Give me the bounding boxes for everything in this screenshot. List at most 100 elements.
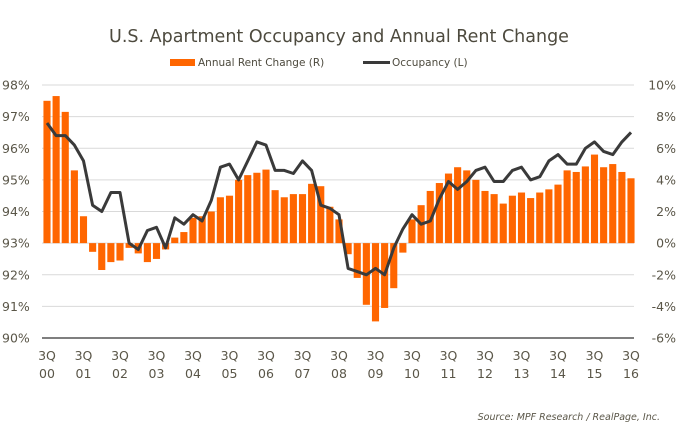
left-axis-ticks: 90% 91% 92% 93% 94% 95% 96% 97% 98% bbox=[2, 78, 30, 346]
left-tick-label: 94% bbox=[2, 204, 30, 219]
rent-change-bar bbox=[152, 243, 161, 259]
rent-change-bar bbox=[308, 183, 316, 244]
x-tick-label-year: 14 bbox=[550, 366, 566, 381]
rent-change-bar bbox=[289, 194, 297, 244]
rent-change-bar bbox=[317, 186, 325, 244]
x-tick-label-year: 05 bbox=[222, 366, 238, 381]
legend-label-occupancy: Occupancy (L) bbox=[392, 57, 468, 69]
x-tick-label-year: 15 bbox=[587, 366, 603, 381]
chart-title: U.S. Apartment Occupancy and Annual Rent… bbox=[109, 27, 569, 47]
rent-change-bar bbox=[581, 166, 589, 244]
gridlines bbox=[42, 84, 634, 339]
rent-change-bar bbox=[435, 183, 443, 244]
rent-change-bars bbox=[43, 96, 635, 322]
x-tick-label-year: 04 bbox=[185, 366, 201, 381]
x-tick-label-quarter: 3Q bbox=[257, 348, 275, 363]
x-tick-label-quarter: 3Q bbox=[513, 348, 531, 363]
x-tick-label-year: 09 bbox=[368, 366, 384, 381]
x-tick-label-quarter: 3Q bbox=[111, 348, 129, 363]
right-tick-label: -6% bbox=[652, 331, 676, 346]
rent-change-bar bbox=[344, 243, 352, 255]
rent-change-bar bbox=[335, 219, 343, 244]
left-tick-label: 92% bbox=[2, 267, 30, 282]
rent-change-bar bbox=[198, 216, 206, 244]
rent-change-bar bbox=[508, 195, 516, 244]
rent-change-bar bbox=[298, 194, 307, 244]
x-tick-label-quarter: 3Q bbox=[148, 348, 166, 363]
rent-change-bar bbox=[280, 197, 288, 244]
x-tick-label-quarter: 3Q bbox=[440, 348, 458, 363]
rent-change-bar bbox=[499, 203, 507, 244]
right-tick-label: 8% bbox=[656, 109, 676, 124]
x-tick-label-quarter: 3Q bbox=[184, 348, 202, 363]
rent-change-bar bbox=[572, 171, 580, 244]
left-tick-label: 93% bbox=[2, 236, 30, 251]
left-tick-label: 97% bbox=[2, 109, 30, 124]
rent-change-bar bbox=[180, 232, 188, 244]
legend: Annual Rent Change (R) Occupancy (L) bbox=[170, 57, 468, 69]
rent-change-bar bbox=[444, 173, 453, 244]
x-tick-label-year: 02 bbox=[112, 366, 128, 381]
rent-change-bar bbox=[517, 192, 526, 244]
x-tick-label-quarter: 3Q bbox=[330, 348, 348, 363]
rent-change-bar bbox=[171, 237, 179, 244]
occupancy-line bbox=[45, 122, 633, 277]
rent-change-bar bbox=[527, 198, 535, 244]
rent-change-bar bbox=[52, 96, 60, 244]
rent-change-bar bbox=[545, 189, 553, 244]
rent-change-bar bbox=[536, 192, 544, 244]
rent-change-bar bbox=[79, 216, 88, 244]
x-tick-label-year: 08 bbox=[331, 366, 347, 381]
rent-change-bar bbox=[618, 171, 626, 244]
rent-change-bar bbox=[627, 178, 635, 244]
rent-change-bar bbox=[143, 243, 151, 263]
x-tick-label-quarter: 3Q bbox=[622, 348, 640, 363]
legend-swatch-rent-change bbox=[170, 59, 195, 66]
rent-change-bar bbox=[590, 154, 599, 244]
x-tick-label-year: 13 bbox=[514, 366, 530, 381]
right-tick-label: 6% bbox=[656, 141, 676, 156]
rent-change-bar bbox=[253, 172, 261, 244]
right-axis-ticks: -6% -4% -2% 0% 2% 4% 6% 8% 10% bbox=[648, 78, 676, 346]
rent-change-bar bbox=[600, 167, 608, 244]
rent-change-bar bbox=[399, 243, 407, 253]
rent-change-bar bbox=[371, 243, 380, 322]
rent-change-bar bbox=[390, 243, 398, 289]
x-tick-label-quarter: 3Q bbox=[403, 348, 421, 363]
right-tick-label: -4% bbox=[652, 299, 676, 314]
x-tick-label-year: 16 bbox=[623, 366, 639, 381]
x-tick-label-year: 07 bbox=[295, 366, 311, 381]
legend-label-rent-change: Annual Rent Change (R) bbox=[198, 57, 324, 69]
left-tick-label: 91% bbox=[2, 299, 30, 314]
rent-change-bar bbox=[244, 175, 252, 244]
rent-change-bar bbox=[426, 190, 434, 244]
x-tick-label-year: 10 bbox=[404, 366, 420, 381]
rent-change-bar bbox=[235, 179, 243, 244]
rent-change-bar bbox=[271, 190, 279, 244]
rent-change-bar bbox=[61, 111, 69, 244]
left-tick-label: 90% bbox=[2, 331, 30, 346]
rent-change-bar bbox=[472, 179, 480, 244]
x-tick-label-quarter: 3Q bbox=[221, 348, 239, 363]
x-tick-label-quarter: 3Q bbox=[367, 348, 385, 363]
x-tick-label-quarter: 3Q bbox=[476, 348, 494, 363]
rent-change-bar bbox=[353, 243, 361, 278]
rent-change-bar bbox=[189, 217, 197, 244]
rent-change-bar bbox=[43, 100, 51, 244]
rent-change-bar bbox=[70, 170, 78, 244]
x-tick-label-quarter: 3Q bbox=[586, 348, 604, 363]
x-tick-label-quarter: 3Q bbox=[549, 348, 567, 363]
x-axis-ticks: 3Q 00 3Q 01 3Q 02 3Q 03 3Q 04 3Q 05 3Q 06 3Q 07 3Q 08 3Q 09… bbox=[38, 348, 640, 381]
right-tick-label: -2% bbox=[652, 267, 676, 282]
x-tick-label-quarter: 3Q bbox=[75, 348, 93, 363]
rent-change-bar bbox=[116, 243, 124, 261]
rent-change-bar bbox=[463, 170, 471, 244]
x-tick-label-year: 12 bbox=[477, 366, 493, 381]
left-tick-label: 96% bbox=[2, 141, 30, 156]
x-tick-label-year: 01 bbox=[76, 366, 92, 381]
rent-change-bar bbox=[98, 243, 106, 271]
rent-change-bar bbox=[216, 197, 224, 244]
rent-change-bar bbox=[609, 164, 617, 244]
left-tick-label: 95% bbox=[2, 172, 30, 187]
